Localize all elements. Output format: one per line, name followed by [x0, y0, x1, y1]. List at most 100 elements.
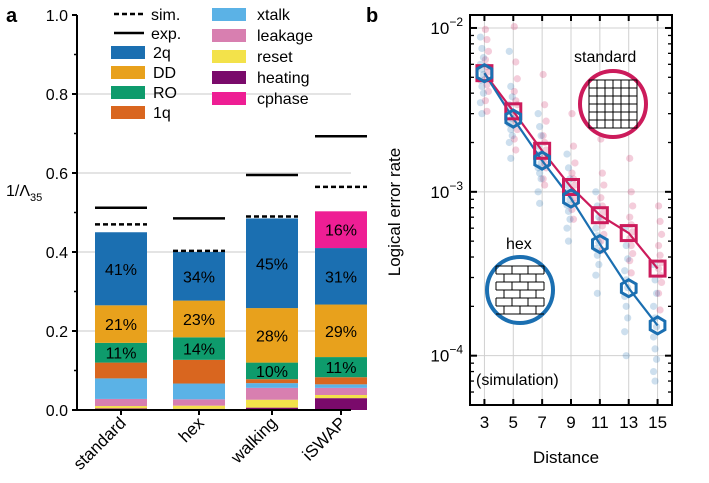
bar-segment-heating [315, 398, 367, 410]
scatter-point-standard [539, 132, 547, 140]
scatter-point-standard [627, 241, 635, 250]
bar-segment-cphase [315, 211, 367, 249]
scatter-point-standard [568, 169, 576, 177]
segment-label: 29% [325, 324, 357, 341]
scatter-point-hex [505, 47, 513, 55]
bar-segment-1q [173, 359, 225, 384]
scatter-point-hex [479, 53, 488, 62]
bar-segment-RO [315, 357, 367, 378]
marker-hex [533, 150, 551, 171]
bar-segment-2q [173, 252, 225, 301]
marker-standard [562, 178, 580, 197]
scatter-point-standard [484, 47, 493, 55]
scatter-point-standard [539, 70, 547, 79]
scatter-point-standard [657, 278, 666, 287]
scatter-point-standard [656, 217, 664, 225]
scatter-point-standard [483, 107, 491, 115]
legend-label: RO [153, 85, 177, 102]
scatter-point-standard [629, 228, 637, 236]
legend-label: DD [153, 65, 176, 82]
b-axes: 3 5 7 9 11 13 15 10−2 10−3 10−4 [430, 14, 673, 432]
a-ytick-label: 0.4 [46, 245, 68, 262]
bar-segment-reset [173, 405, 225, 409]
scatter-point-standard [654, 202, 663, 210]
scatter-point-hex [595, 260, 603, 269]
scatter-point-standard [571, 181, 579, 189]
segment-label: 45% [256, 256, 288, 273]
scatter-point-standard [484, 87, 493, 96]
legend-swatch-2q [111, 46, 145, 59]
legend-swatch-DD [111, 66, 145, 79]
bar-segment-DD [246, 308, 298, 363]
a-segment-labels: 11% 21% 41% 14% 23% 34% 10% 28% 45% 11% 29% 31% 16% [105, 223, 357, 381]
scatter-point-standard [626, 257, 634, 265]
panel-a-bar-chart: a 11% 21% 41% 14% 23% 34% 10% 28% 45% 11% 29% 31% 16… [6, 5, 367, 474]
bar-segment-DD [95, 305, 147, 343]
a-ytick-label: 1.0 [46, 8, 68, 25]
scatter-point-hex [537, 132, 545, 140]
bar-segment-DD [315, 304, 367, 358]
b-xtick-label: 15 [648, 413, 667, 432]
segment-label: 16% [325, 223, 357, 240]
marker-hex [504, 108, 523, 129]
scatter-point-standard [510, 22, 518, 31]
bar-segment-RO [95, 342, 147, 363]
scatter-point-hex [478, 44, 486, 53]
b-series-lines [475, 62, 667, 336]
segment-label: 41% [105, 262, 137, 279]
scatter-point-standard [656, 306, 664, 314]
panel-b-scatter-chart: b standard hex (simulation) 3 5 7 9 11 13 15 10… [366, 5, 673, 467]
scatter-point-standard [569, 215, 578, 223]
b-xtick-label: 3 [480, 413, 489, 432]
marker-standard [533, 141, 552, 160]
bar-segment-1q [95, 362, 147, 379]
scatter-point-hex [563, 224, 571, 232]
scatter-point-standard [654, 289, 663, 297]
bar-segment-leakage [173, 399, 225, 406]
bar-segment-xtalk [173, 383, 225, 400]
scatter-point-standard [598, 169, 606, 177]
hex-lattice-inset [485, 255, 555, 325]
segment-label: 14% [183, 342, 215, 359]
segment-label: 23% [183, 312, 215, 329]
scatter-point-standard [627, 188, 635, 196]
legend-label: exp. [151, 26, 181, 43]
scatter-point-standard [513, 75, 521, 83]
scatter-point-hex [476, 99, 485, 107]
bar-segment-leakage [95, 398, 147, 407]
a-xtick-label: standard [70, 413, 130, 473]
legend-label: heating [257, 70, 310, 87]
scatter-point-hex [507, 82, 515, 90]
panel-label-b: b [366, 5, 378, 27]
segment-label: 10% [256, 364, 288, 381]
segment-label: 34% [183, 269, 215, 286]
scatter-point-standard [571, 159, 579, 167]
bar-segment-heating [246, 407, 298, 410]
scatter-point-standard [542, 117, 550, 125]
scatter-point-hex [652, 289, 661, 297]
scatter-point-hex [652, 355, 661, 363]
segment-label: 31% [325, 269, 357, 286]
scatter-point-hex [621, 328, 629, 336]
bar-segment-1q [246, 379, 298, 384]
scatter-point-hex [649, 333, 658, 341]
scatter-point-hex [592, 188, 600, 196]
a-ytick-label: 0.8 [46, 87, 68, 104]
a-ytick-label: 0.2 [46, 324, 68, 341]
scatter-point-hex [622, 352, 630, 360]
scatter-point-hex [534, 110, 542, 118]
scatter-point-standard [600, 208, 608, 216]
scatter-point-hex [651, 377, 659, 385]
legend-label: 1q [153, 105, 171, 122]
scatter-point-standard [483, 35, 491, 44]
scatter-point-standard [481, 25, 490, 34]
legend-label: xtalk [257, 7, 291, 24]
b-xtick-label: 9 [566, 413, 575, 432]
scatter-point-standard [512, 146, 520, 154]
scatter-point-hex [508, 93, 516, 101]
marker-standard [648, 259, 667, 278]
scatter-point-hex [649, 367, 658, 376]
hex-label: hex [506, 236, 532, 253]
scatter-point-hex [536, 199, 544, 207]
scatter-point-hex [624, 314, 632, 322]
